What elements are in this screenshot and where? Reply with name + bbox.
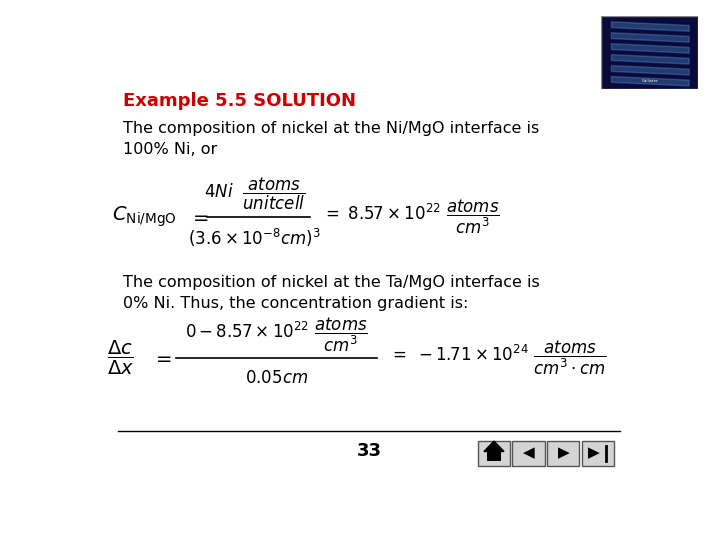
FancyBboxPatch shape: [582, 441, 614, 466]
Text: $=\ -1.71\times10^{24}\ \dfrac{atoms}{cm^3\cdot cm}$: $=\ -1.71\times10^{24}\ \dfrac{atoms}{cm…: [389, 339, 606, 377]
Text: $\blacktriangleright$: $\blacktriangleright$: [585, 446, 602, 461]
Text: $0.05cm$: $0.05cm$: [246, 369, 309, 387]
Text: $=\ 8.57\times10^{22}\ \dfrac{atoms}{cm^3}$: $=\ 8.57\times10^{22}\ \dfrac{atoms}{cm^…: [322, 198, 500, 236]
Text: $\blacktriangleleft$: $\blacktriangleleft$: [521, 446, 537, 461]
FancyBboxPatch shape: [513, 441, 545, 466]
Text: $=$: $=$: [153, 348, 173, 367]
FancyBboxPatch shape: [547, 441, 580, 466]
Text: The composition of nickel at the Ta/MgO interface is
0% Ni. Thus, the concentrat: The composition of nickel at the Ta/MgO …: [124, 275, 540, 311]
Text: $(3.6\times10^{-8}cm)^3$: $(3.6\times10^{-8}cm)^3$: [188, 227, 321, 249]
Text: $\mathbf{\mathit{C}}_{\mathregular{Ni / MgO}}$: $\mathbf{\mathit{C}}_{\mathregular{Ni / …: [112, 204, 177, 229]
FancyBboxPatch shape: [478, 441, 510, 466]
Bar: [487, 451, 500, 461]
Text: The composition of nickel at the Ni/MgO interface is
100% Ni, or: The composition of nickel at the Ni/MgO …: [124, 121, 540, 157]
Text: Example 5.5 SOLUTION: Example 5.5 SOLUTION: [124, 92, 356, 110]
Text: $4Ni\ \ \dfrac{atoms}{unitcell}$: $4Ni\ \ \dfrac{atoms}{unitcell}$: [204, 176, 305, 212]
Polygon shape: [484, 441, 504, 451]
Text: $0-8.57\times10^{22}\ \dfrac{atoms}{cm^3}$: $0-8.57\times10^{22}\ \dfrac{atoms}{cm^3…: [186, 316, 369, 354]
Text: 33: 33: [356, 442, 382, 460]
Text: $\blacktriangleright$: $\blacktriangleright$: [555, 446, 572, 461]
Text: $\dfrac{\Delta c}{\Delta x}$: $\dfrac{\Delta c}{\Delta x}$: [107, 339, 134, 377]
Text: $=$: $=$: [189, 207, 209, 226]
Text: Callister: Callister: [642, 79, 658, 83]
